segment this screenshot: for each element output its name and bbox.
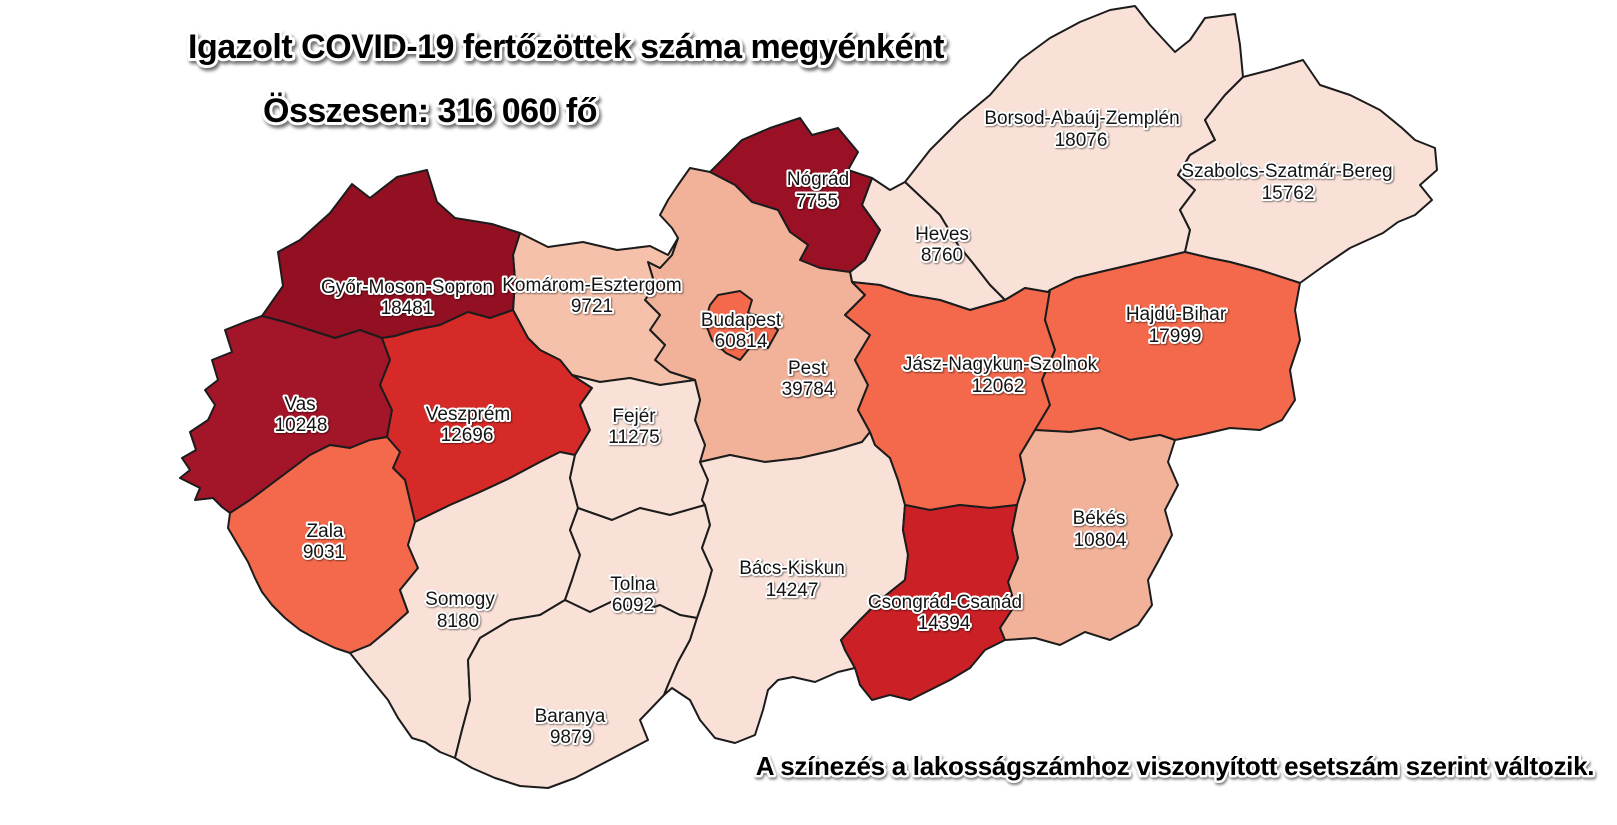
county-value-fejer: 11275 — [608, 427, 659, 448]
county-label-fejer: Fejér — [612, 406, 656, 427]
county-label-bacs-kiskun: Bács-Kiskun — [739, 558, 845, 579]
county-label-tolna: Tolna — [610, 574, 656, 595]
county-value-nograd: 7755 — [796, 191, 838, 212]
county-label-zala: Zala — [307, 521, 344, 542]
county-label-somogy: Somogy — [425, 589, 495, 610]
county-label-hajdu-bihar: Hajdú-Bihar — [1126, 304, 1227, 325]
map-footnote: A színezés a lakosságszámhoz viszonyítot… — [756, 751, 1594, 781]
map-title: Igazolt COVID-19 fertőzöttek száma megyé… — [188, 28, 944, 66]
county-value-baranya: 9879 — [550, 727, 592, 748]
county-value-pest: 39784 — [782, 379, 835, 400]
map-total: Összesen: 316 060 fő — [263, 92, 597, 130]
county-label-komarom-esztergom: Komárom-Esztergom — [502, 275, 682, 296]
county-label-csongrad-csanad: Csongrád-Csanád — [868, 592, 1022, 613]
county-label-szabolcs-szatmar-bereg: Szabolcs-Szatmár-Bereg — [1181, 161, 1392, 182]
county-label-nograd: Nógrád — [787, 169, 849, 190]
county-label-vas: Vas — [284, 394, 315, 415]
county-labels: Győr-Moson-Sopron 18481 Vas 10248 Veszpr… — [273, 106, 1395, 750]
county-label-borsod-abauj-zemplen: Borsod-Abaúj-Zemplén — [984, 108, 1179, 129]
county-label-gyor-moson-sopron: Győr-Moson-Sopron — [321, 277, 493, 298]
county-value-bacs-kiskun: 14247 — [766, 580, 819, 601]
county-value-budapest: 60814 — [715, 331, 768, 352]
county-label-baranya: Baranya — [535, 706, 606, 727]
county-value-vas: 10248 — [275, 415, 328, 436]
county-value-veszprem: 12696 — [441, 425, 494, 446]
county-shape-hajdu-bihar — [1034, 251, 1301, 441]
county-value-borsod-abauj-zemplen: 18076 — [1055, 130, 1108, 151]
county-label-pest: Pest — [788, 358, 827, 379]
county-label-heves: Heves — [915, 224, 969, 245]
county-value-jasz-nagykun-szolnok: 12062 — [972, 376, 1025, 397]
county-value-hajdu-bihar: 17999 — [1149, 326, 1202, 347]
county-label-bekes: Békés — [1073, 508, 1126, 529]
county-shape-szabolcs-szatmar-bereg — [1177, 59, 1438, 284]
county-value-heves: 8760 — [921, 245, 963, 266]
county-shape-baranya — [454, 599, 698, 789]
county-label-veszprem: Veszprém — [426, 404, 510, 425]
county-label-budapest: Budapest — [701, 310, 782, 331]
county-value-somogy: 8180 — [437, 611, 479, 632]
county-value-tolna: 6092 — [612, 595, 654, 616]
county-value-szabolcs-szatmar-bereg: 15762 — [1262, 183, 1315, 204]
county-label-jasz-nagykun-szolnok: Jász-Nagykun-Szolnok — [903, 354, 1098, 375]
county-value-zala: 9031 — [303, 542, 345, 563]
county-shape-csongrad-csanad — [840, 504, 1019, 701]
county-shapes — [179, 5, 1438, 789]
county-value-csongrad-csanad: 14394 — [918, 613, 971, 634]
county-value-bekes: 10804 — [1074, 530, 1127, 551]
county-value-komarom-esztergom: 9721 — [571, 296, 613, 317]
county-value-gyor-moson-sopron: 18481 — [381, 298, 434, 319]
county-shape-budapest — [704, 290, 779, 361]
